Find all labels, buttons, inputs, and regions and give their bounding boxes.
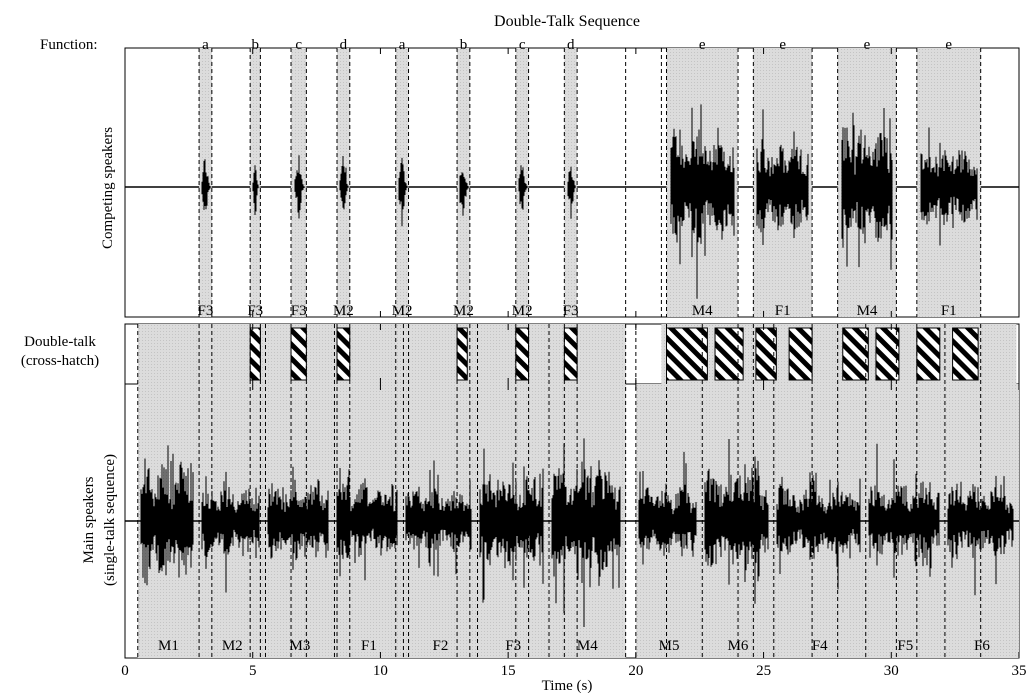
main-speaker-label: F4 [812, 638, 828, 654]
main-waveform [551, 438, 621, 627]
main-speaker-label: M2 [222, 638, 243, 654]
doubletalk-hatch [755, 327, 777, 381]
competing-speaker-label: F3 [198, 303, 214, 319]
x-tick-label: 15 [501, 663, 516, 679]
function-letter: a [202, 37, 209, 53]
function-letter: b [252, 37, 260, 53]
competing-speaker-label: M2 [453, 303, 474, 319]
doubletalk-panel [137, 324, 1017, 384]
function-letter: e [864, 37, 871, 53]
competing-speaker-label: M4 [857, 303, 878, 319]
doubletalk-hatch [916, 327, 941, 381]
competing-ylabel: Competing speakers [100, 127, 116, 249]
function-letter: e [699, 37, 706, 53]
doubletalk-hatch [842, 327, 869, 381]
main-ylabel-line2: (single-talk sequence) [102, 454, 118, 586]
function-letter: c [295, 37, 302, 53]
competing-speaker-label: F1 [775, 303, 791, 319]
function-letter: d [567, 37, 575, 53]
main-waveform [776, 472, 861, 590]
main-ylabel-line1: Main speakers [81, 476, 97, 563]
competing-waveform [920, 127, 978, 246]
competing-waveform [201, 159, 212, 210]
function-letter: e [779, 37, 786, 53]
x-tick-label: 10 [373, 663, 388, 679]
competing-waveform [398, 157, 409, 227]
main-speaker-label: F3 [505, 638, 521, 654]
doubletalk-hatch [456, 327, 468, 381]
competing-speaker-label: F3 [291, 303, 307, 319]
main-speaker-label: F1 [361, 638, 377, 654]
competing-waveform [459, 172, 470, 216]
main-speaker-label: F5 [897, 638, 913, 654]
competing-waveform [756, 109, 809, 245]
main-waveform [704, 439, 769, 604]
x-tick-label: 0 [121, 663, 129, 679]
x-axis: 0 5 10 15 20 25 30 35 [121, 48, 1026, 679]
competing-waveform [518, 165, 529, 210]
doubletalk-hatch [875, 327, 900, 381]
competing-waveform [252, 165, 260, 215]
main-waveform [638, 451, 697, 565]
doubletalk-gray-region [137, 324, 626, 384]
function-letter: d [340, 37, 348, 53]
function-letter: c [519, 37, 526, 53]
competing-speaker-label: M2 [392, 303, 413, 319]
main-waveform [201, 471, 260, 593]
competing-speaker-label: F1 [941, 303, 957, 319]
function-letter: b [460, 37, 468, 53]
competing-waveform [339, 156, 350, 210]
doubletalk-ylabel-line1: Double-talk [24, 334, 96, 350]
main-speaker-label: M5 [659, 638, 680, 654]
chart-title: Double-Talk Sequence [494, 13, 640, 30]
main-speaker-label: M3 [290, 638, 311, 654]
doubletalk-hatch [563, 327, 578, 381]
competing-speaker-label: F3 [247, 303, 263, 319]
doubletalk-hatch [788, 327, 813, 381]
main-waveform [267, 466, 329, 570]
competing-waveform [841, 108, 893, 270]
x-tick-label: 30 [884, 663, 899, 679]
competing-speaker-label: M2 [333, 303, 354, 319]
doubletalk-hatch [714, 327, 744, 381]
competing-waveform [567, 166, 577, 219]
function-letter: a [399, 37, 406, 53]
doubletalk-hatch [952, 327, 979, 381]
main-waveform [947, 475, 1014, 596]
doubletalk-hatch [290, 327, 307, 381]
x-tick-label: 25 [756, 663, 771, 679]
main-speaker-label: F6 [974, 638, 990, 654]
x-tick-label: 5 [249, 663, 257, 679]
x-tick-label: 35 [1012, 663, 1026, 679]
function-label: Function: [40, 37, 98, 53]
doubletalk-hatch [666, 327, 708, 381]
main-panel: M1 M2 M3 F1 F2 F3 M4 M5 M6 F4 F5 F6 [125, 324, 1019, 658]
main-waveform [140, 445, 194, 586]
competing-speaker-label: M2 [512, 303, 533, 319]
competing-waveform [670, 104, 735, 299]
competing-speaker-label: M4 [692, 303, 713, 319]
function-letter: e [945, 37, 952, 53]
x-tick-label: 20 [628, 663, 643, 679]
main-waveform [868, 443, 940, 578]
doubletalk-ylabel-line2: (cross-hatch) [21, 353, 99, 369]
competing-panel: a F3 b F3 c F3 d M2 a M2 b M2 c M2 d F3 e M4 e F1 e M4 e F1 [125, 37, 1019, 319]
doubletalk-hatch [249, 327, 261, 381]
competing-speaker-label: F3 [563, 303, 579, 319]
main-speaker-label: F2 [433, 638, 449, 654]
main-speaker-label: M4 [577, 638, 598, 654]
main-speaker-label: M1 [158, 638, 179, 654]
x-axis-label: Time (s) [542, 678, 593, 693]
competing-waveform [294, 155, 306, 219]
doubletalk-hatch [515, 327, 530, 381]
doubletalk-hatch [336, 327, 351, 381]
